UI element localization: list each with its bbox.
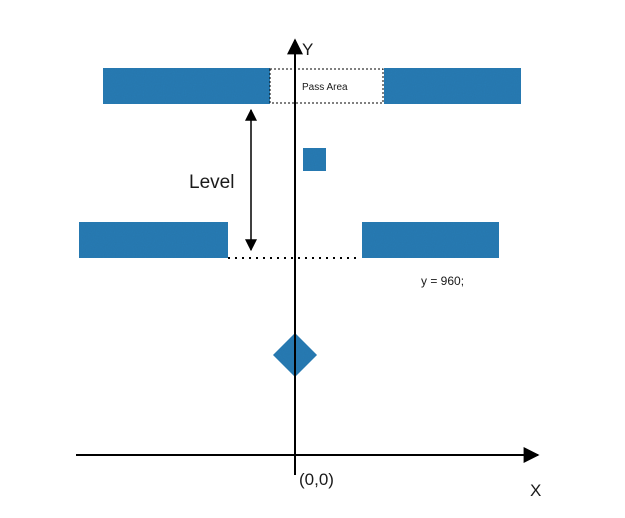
y-axis-label: Y	[302, 40, 313, 59]
upper-platform-left	[103, 68, 270, 104]
pass-area-label: Pass Area	[302, 82, 348, 93]
origin-label: (0,0)	[299, 470, 334, 489]
lower-platform-left	[79, 222, 228, 258]
upper-platform-right	[384, 68, 521, 104]
x-axis-label: X	[530, 481, 541, 500]
level-label: Level	[189, 172, 234, 193]
pass-area-gap	[269, 68, 384, 104]
height-label: y = 960;	[421, 274, 464, 288]
small-square	[303, 148, 326, 171]
lower-platform-right	[362, 222, 499, 258]
